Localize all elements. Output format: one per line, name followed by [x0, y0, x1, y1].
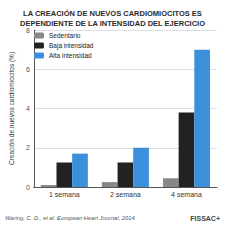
svg-text:Sedentario: Sedentario [49, 32, 81, 39]
svg-text:2 semana: 2 semana [110, 191, 141, 198]
svg-text:1 semana: 1 semana [49, 191, 80, 198]
svg-text:6: 6 [26, 66, 30, 73]
svg-text:8: 8 [26, 27, 30, 34]
svg-text:Baja intensidad: Baja intensidad [49, 42, 94, 50]
svg-text:4 semana: 4 semana [171, 191, 202, 198]
svg-text:4: 4 [26, 105, 30, 112]
svg-text:Creación de nuevos cardiomioci: Creación de nuevos cardiomiocitos (%) [8, 52, 16, 165]
svg-text:FISSAC+: FISSAC+ [190, 215, 220, 222]
svg-text:DEPENDIENTE DE LA INTENSIDAD D: DEPENDIENTE DE LA INTENSIDAD DEL EJERCIC… [20, 19, 205, 28]
svg-text:Waring, C. D., et al. European: Waring, C. D., et al. European Heart Jou… [5, 215, 135, 221]
svg-text:Alta intensidad: Alta intensidad [49, 52, 92, 59]
svg-text:2: 2 [26, 144, 30, 151]
svg-text:LA CREACIÓN DE NUEVOS CARDIOMI: LA CREACIÓN DE NUEVOS CARDIOMIOCITOS ES [23, 9, 202, 18]
svg-text:0: 0 [26, 184, 30, 191]
